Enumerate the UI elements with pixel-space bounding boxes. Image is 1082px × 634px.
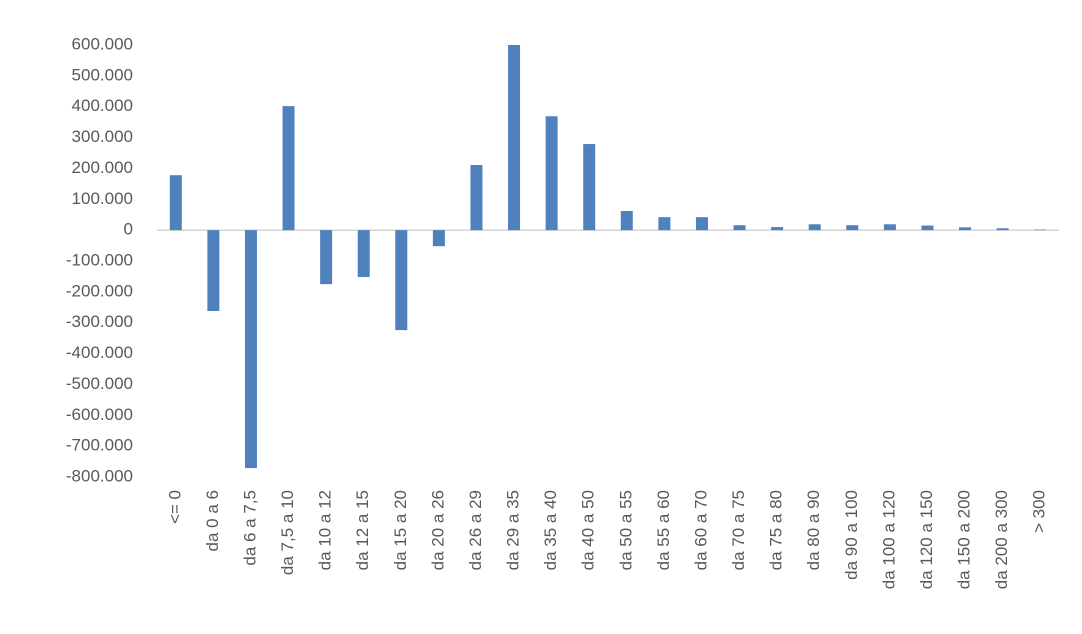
x-tick-label: <= 0 — [165, 490, 184, 524]
x-tick-label: da 200 a 300 — [992, 490, 1011, 589]
x-tick-label: da 150 a 200 — [955, 490, 974, 589]
x-tick-label: da 7,5 a 10 — [278, 490, 297, 575]
x-tick-label: da 35 a 40 — [541, 490, 560, 570]
bar — [771, 227, 784, 231]
x-tick-label: da 120 a 150 — [917, 490, 936, 589]
x-tick-label: da 90 a 100 — [842, 490, 861, 580]
x-tick-label: da 100 a 120 — [879, 490, 898, 589]
y-tick-label: 100.000 — [72, 189, 133, 208]
bar — [508, 45, 521, 231]
y-tick-label: -100.000 — [66, 250, 133, 269]
bar — [432, 230, 445, 247]
x-tick-label: da 12 a 15 — [353, 490, 372, 570]
bar — [282, 106, 295, 231]
bar — [883, 224, 896, 231]
x-tick-label: da 10 a 12 — [316, 490, 335, 570]
y-tick-label: -700.000 — [66, 436, 133, 455]
x-tick-label: da 26 a 29 — [466, 490, 485, 570]
x-tick-label: da 6 a 7,5 — [240, 490, 259, 566]
bar — [545, 116, 558, 231]
x-tick-label: da 0 a 6 — [203, 490, 222, 551]
x-tick-label: da 15 a 20 — [391, 490, 410, 570]
bar — [320, 230, 333, 285]
bar — [808, 224, 821, 231]
x-tick-label: da 55 a 60 — [654, 490, 673, 570]
bar — [733, 225, 746, 231]
bar — [169, 175, 182, 231]
bar — [996, 228, 1009, 231]
x-tick-label: da 50 a 55 — [616, 490, 635, 570]
x-tick-label: da 60 a 70 — [691, 490, 710, 570]
y-tick-label: 400.000 — [72, 96, 133, 115]
x-tick-label: da 75 a 80 — [767, 490, 786, 570]
bar — [395, 230, 408, 331]
x-tick-label: > 300 — [1030, 490, 1049, 533]
x-tick-label: da 80 a 90 — [804, 490, 823, 570]
y-tick-label: -800.000 — [66, 466, 133, 485]
bar — [357, 230, 370, 278]
bar — [244, 230, 257, 469]
x-tick-label: da 29 a 35 — [504, 490, 523, 570]
y-tick-label: 200.000 — [72, 158, 133, 177]
x-tick-label: da 40 a 50 — [579, 490, 598, 570]
y-tick-label: 500.000 — [72, 65, 133, 84]
y-tick-label: 600.000 — [72, 34, 133, 53]
bar — [583, 144, 596, 231]
bar — [1034, 229, 1047, 231]
y-tick-label: -500.000 — [66, 374, 133, 393]
y-tick-label: 300.000 — [72, 127, 133, 146]
bar — [921, 225, 934, 231]
bar — [620, 211, 633, 231]
bar — [846, 225, 859, 231]
bar — [959, 227, 972, 231]
bar — [207, 230, 220, 311]
y-tick-label: -200.000 — [66, 281, 133, 300]
bar — [470, 165, 483, 231]
y-tick-label: -300.000 — [66, 312, 133, 331]
y-tick-label: 0 — [124, 220, 133, 239]
y-tick-label: -400.000 — [66, 343, 133, 362]
x-tick-label: da 70 a 75 — [729, 490, 748, 570]
bar — [658, 217, 671, 231]
y-tick-label: -600.000 — [66, 405, 133, 424]
x-tick-label: da 20 a 26 — [428, 490, 447, 570]
bar — [695, 217, 708, 231]
